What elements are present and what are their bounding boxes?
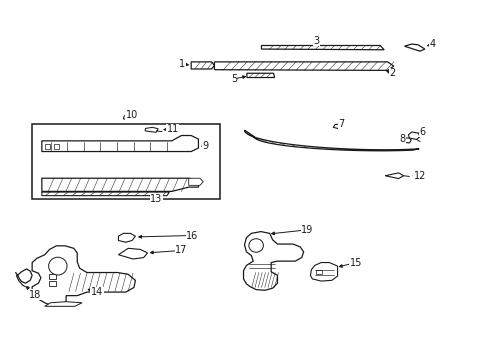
- Text: 14: 14: [91, 287, 103, 297]
- Polygon shape: [42, 178, 198, 192]
- Polygon shape: [145, 127, 158, 132]
- Polygon shape: [188, 178, 203, 185]
- Polygon shape: [118, 248, 147, 259]
- Text: 7: 7: [338, 120, 344, 130]
- Polygon shape: [316, 270, 322, 274]
- Polygon shape: [214, 62, 393, 71]
- Polygon shape: [385, 173, 403, 179]
- Polygon shape: [42, 192, 169, 195]
- Polygon shape: [45, 144, 49, 149]
- Polygon shape: [48, 274, 56, 279]
- Polygon shape: [310, 262, 337, 281]
- Text: 3: 3: [312, 36, 319, 45]
- Polygon shape: [246, 73, 274, 77]
- Ellipse shape: [248, 239, 263, 252]
- Polygon shape: [191, 62, 214, 69]
- Text: 6: 6: [419, 127, 425, 136]
- Polygon shape: [45, 302, 82, 306]
- Text: 19: 19: [301, 225, 313, 235]
- Text: 15: 15: [349, 257, 362, 267]
- Polygon shape: [244, 130, 418, 151]
- Text: 5: 5: [230, 74, 237, 84]
- Text: 18: 18: [29, 289, 41, 300]
- Text: 1: 1: [179, 59, 185, 69]
- Text: 2: 2: [389, 68, 395, 78]
- Text: 11: 11: [166, 124, 179, 134]
- Polygon shape: [32, 246, 135, 305]
- Bar: [32, 125, 220, 198]
- Text: 17: 17: [175, 246, 187, 256]
- Ellipse shape: [48, 257, 67, 275]
- Text: 16: 16: [185, 230, 198, 240]
- Text: 12: 12: [413, 171, 426, 181]
- Polygon shape: [404, 44, 424, 51]
- Text: 9: 9: [202, 141, 208, 151]
- Polygon shape: [332, 124, 341, 129]
- Text: 10: 10: [125, 110, 138, 120]
- Polygon shape: [261, 45, 384, 50]
- Polygon shape: [54, 144, 59, 149]
- Polygon shape: [42, 135, 198, 152]
- Polygon shape: [399, 138, 410, 143]
- Polygon shape: [407, 132, 419, 139]
- Text: 8: 8: [398, 134, 404, 144]
- Text: 13: 13: [150, 194, 162, 203]
- Polygon shape: [118, 233, 135, 242]
- Text: 4: 4: [428, 39, 435, 49]
- Polygon shape: [48, 281, 56, 286]
- Polygon shape: [123, 115, 133, 120]
- Polygon shape: [243, 231, 303, 290]
